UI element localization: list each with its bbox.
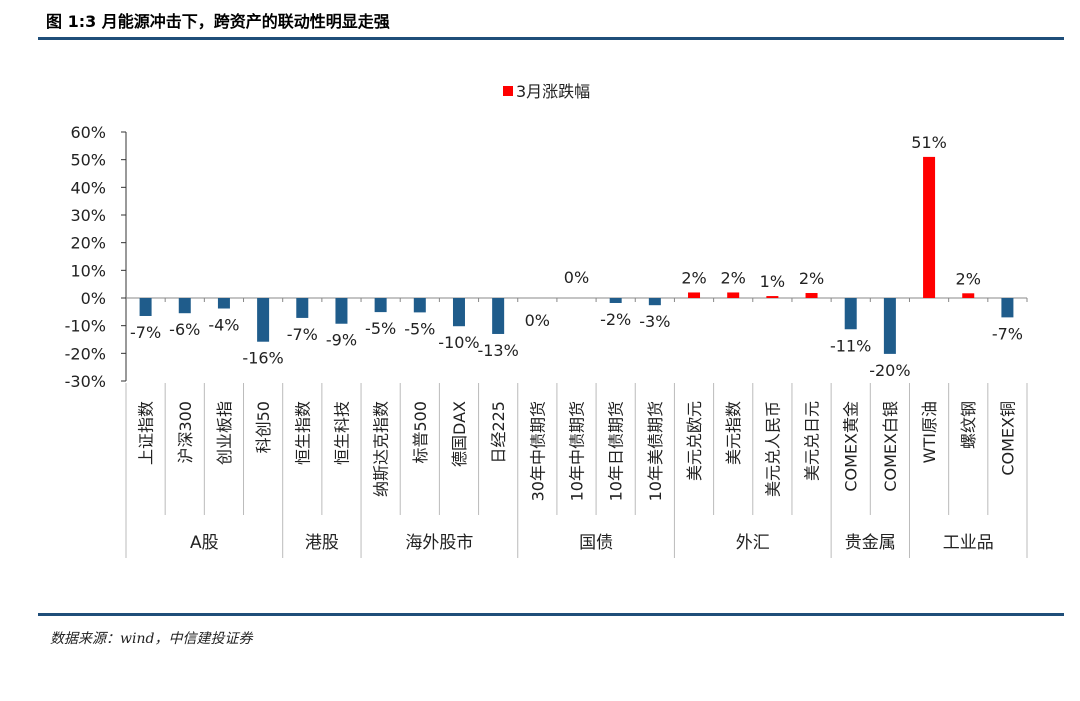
data-label: -6%	[169, 320, 200, 339]
bar	[296, 298, 309, 318]
data-label: 0%	[525, 311, 550, 330]
data-label: -16%	[242, 349, 283, 368]
data-label: 0%	[564, 268, 589, 287]
category-label: 恒生科技	[332, 401, 351, 465]
bar-chart: 3月涨跌幅 60% 50% 40% 30% 20% 10% 0% -10% -20% -30% -…	[65, 82, 1028, 558]
group-label: 贵金属	[845, 533, 896, 553]
y-tick-label: 0%	[81, 289, 106, 308]
bar	[217, 298, 230, 309]
category-label: 上证指数	[137, 401, 156, 465]
category-label: 美元指数	[724, 401, 743, 465]
data-label: 2%	[681, 268, 706, 287]
category-axis: 上证指数 沪深300 创业板指 科创50 恒生指数 恒生科技 纳斯达克指数 标普500 德国DA…	[125, 383, 1028, 558]
category-label: 美元兑日元	[803, 401, 822, 481]
bar	[257, 298, 270, 342]
chart-axes: 60% 50% 40% 30% 20% 10% 0% -10% -20% -30%	[65, 123, 1028, 391]
bar	[492, 298, 505, 334]
bar	[688, 292, 701, 298]
category-label: 科创50	[254, 401, 273, 453]
category-label: 德国DAX	[450, 401, 469, 467]
bar	[923, 156, 936, 298]
chart-data-labels: -7% -6% -4%-16%-7% -9%-5% -5%-10%-13%0%0%-2%…	[130, 133, 1023, 380]
data-label: -7%	[130, 323, 161, 342]
data-label: 2%	[799, 269, 824, 288]
bar	[374, 298, 387, 313]
bar	[727, 292, 740, 298]
bar	[648, 298, 661, 306]
category-label: 创业板指	[215, 401, 234, 465]
data-label: -4%	[208, 316, 239, 335]
data-label: -9%	[326, 331, 357, 350]
category-label: 沪深300	[176, 401, 195, 464]
bar	[139, 298, 152, 316]
data-label: -7%	[992, 324, 1023, 343]
source-note: 数据来源：wind，中信建投证券	[50, 631, 253, 647]
category-label: 美元兑欧元	[685, 401, 704, 481]
category-label: 纳斯达克指数	[372, 401, 391, 497]
category-label: COMEX铜	[998, 401, 1017, 476]
bar	[883, 298, 896, 354]
data-label: 2%	[956, 269, 981, 288]
data-label: -10%	[438, 333, 479, 352]
y-tick-label: 40%	[70, 178, 106, 197]
category-label: 30年中债期货	[528, 401, 547, 501]
data-label: -7%	[287, 325, 318, 344]
chart-bars	[139, 156, 1014, 354]
data-label: -5%	[404, 319, 435, 338]
category-label: 日经225	[489, 401, 508, 464]
bar	[1001, 298, 1014, 318]
bar	[452, 298, 465, 327]
bar	[844, 298, 857, 330]
legend-swatch	[503, 86, 513, 96]
bottom-rule	[38, 613, 1064, 616]
bar	[805, 293, 818, 298]
group-label: A股	[190, 533, 219, 553]
chart-legend: 3月涨跌幅	[503, 82, 590, 101]
bar	[962, 293, 975, 298]
data-label: -20%	[869, 361, 910, 380]
top-rule	[38, 37, 1064, 40]
bar	[335, 298, 348, 324]
bar	[766, 296, 779, 298]
bar	[178, 298, 191, 314]
category-label: 恒生指数	[293, 401, 312, 465]
bar	[609, 298, 622, 303]
category-label: 螺纹钢	[959, 401, 978, 449]
data-label: 51%	[911, 133, 947, 152]
category-label: COMEX白银	[881, 401, 900, 492]
category-label: WTI原油	[920, 401, 939, 463]
data-label: -11%	[830, 336, 871, 355]
category-label: 标普500	[411, 401, 430, 464]
y-tick-label: 30%	[70, 206, 106, 225]
y-tick-label: 60%	[70, 123, 106, 142]
data-label: -2%	[600, 310, 631, 329]
category-label: 美元兑人民币	[763, 401, 782, 497]
category-label: 10年中债期货	[568, 401, 587, 501]
y-tick-label: 50%	[70, 151, 106, 170]
legend-label: 3月涨跌幅	[516, 82, 590, 101]
y-tick-label: -30%	[65, 372, 106, 391]
group-label: 国债	[579, 533, 613, 553]
bar	[413, 298, 426, 313]
group-label: 港股	[305, 533, 339, 553]
category-label: COMEX黄金	[842, 401, 861, 492]
data-label: 1%	[760, 272, 785, 291]
category-label: 10年日债期货	[607, 401, 626, 501]
category-label: 10年美债期货	[646, 401, 665, 501]
group-label: 海外股市	[405, 533, 473, 553]
data-label: -5%	[365, 319, 396, 338]
y-tick-label: 10%	[70, 261, 106, 280]
y-tick-label: 20%	[70, 234, 106, 253]
data-label: -3%	[639, 312, 670, 331]
figure-title: 图 1:3 月能源冲击下，跨资产的联动性明显走强	[46, 12, 390, 31]
group-label: 外汇	[736, 533, 770, 553]
y-tick-label: -20%	[65, 344, 106, 363]
group-label: 工业品	[943, 533, 994, 553]
data-label: -13%	[477, 341, 518, 360]
data-label: 2%	[721, 268, 746, 287]
y-tick-label: -10%	[65, 317, 106, 336]
